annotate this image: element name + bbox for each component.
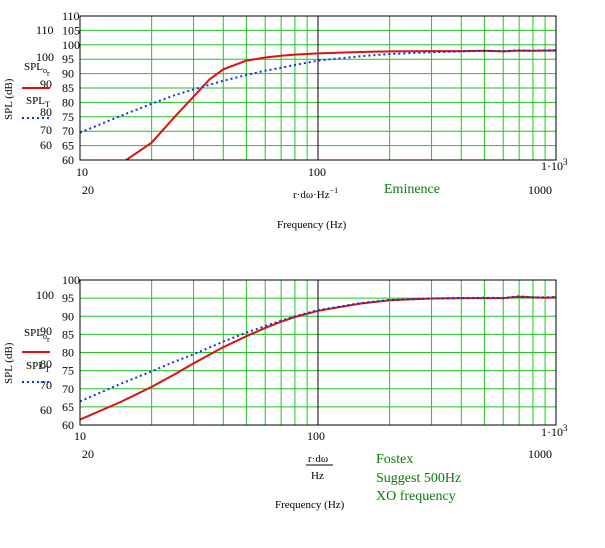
top-left-y-label-5: 60 <box>40 138 52 152</box>
bottom-x-tick-1e3: 1·103 <box>541 423 568 439</box>
top-series-group <box>80 49 556 160</box>
top-left-y-label-3: 80 <box>40 105 52 119</box>
bottom-x-tick-20: 20 <box>82 447 94 461</box>
bottom-left-y-label-3: 70 <box>40 378 52 392</box>
top-y-axis-title: SPL (dB) <box>3 78 15 120</box>
bottom-legend-label-splt: SPLT <box>26 360 50 374</box>
bottom-left-y-label-4: 60 <box>40 403 52 417</box>
bottom-y-tick-label: 90 <box>62 309 74 323</box>
top-x-tick-20: 20 <box>82 183 94 197</box>
bottom-annotation-line-1: Suggest 500Hz <box>376 471 461 486</box>
top-y-tick-label: 100 <box>62 38 80 52</box>
top-left-y-label-0: 110 <box>36 23 54 37</box>
bottom-y-tick-label: 60 <box>62 418 74 432</box>
top-x-tick-1000: 1000 <box>528 183 552 197</box>
bottom-left-y-label-0: 100 <box>36 288 54 302</box>
bottom-legend-label-splor: SPLor <box>24 327 50 344</box>
bottom-y-tick-label: 100 <box>62 273 80 287</box>
bottom-left-y-label-2: 80 <box>40 357 52 371</box>
top-y-tick-label: 65 <box>62 139 74 153</box>
bottom-y-tick-label: 65 <box>62 400 74 414</box>
top-y-tick-label: 110 <box>62 9 80 23</box>
top-grid <box>80 16 556 160</box>
top-y-tick-label: 85 <box>62 81 74 95</box>
bottom-x-expression: r·dω Hz <box>306 453 333 482</box>
top-legend-label-splt: SPLT <box>26 95 50 109</box>
top-y-tick-label: 105 <box>62 23 80 37</box>
bottom-y-tick-label: 70 <box>62 382 74 396</box>
bottom-x-expression-denominator: Hz <box>311 470 324 482</box>
top-x-tick-1e3: 1·103 <box>541 157 568 173</box>
top-x-expression: r·dω·Hz−1 <box>293 186 338 201</box>
top-left-y-label-1: 100 <box>36 50 54 64</box>
bottom-x-tick-100: 100 <box>307 429 325 443</box>
bottom-x-expression-numerator: r·dω <box>308 453 328 465</box>
bottom-plot-frame <box>79 279 557 426</box>
top-x-tick-100: 100 <box>308 165 326 179</box>
bottom-left-y-label-1: 90 <box>40 324 52 338</box>
top-y-tick-label: 60 <box>62 153 74 167</box>
top-annotation-line-0: Eminence <box>384 182 440 197</box>
bottom-y-tick-label: 85 <box>62 327 74 341</box>
top-legend-label-splor: SPLor <box>24 61 50 78</box>
bottom-y-tick-label: 75 <box>62 364 74 378</box>
top-x-axis-title: Frequency (Hz) <box>277 219 347 231</box>
top-y-tick-label: 90 <box>62 67 74 81</box>
top-left-y-label-4: 70 <box>40 123 52 137</box>
bottom-series-group <box>80 295 556 421</box>
bottom-annotation-line-0: Fostex <box>376 452 413 467</box>
bottom-chart: 100 95 90 85 80 75 70 65 60 100 90 80 70 60 SPL … <box>3 273 568 511</box>
bottom-x-tick-1000: 1000 <box>528 447 552 461</box>
top-plot-frame <box>79 15 557 161</box>
bottom-annotation-line-2: XO frequency <box>376 489 456 504</box>
top-x-tick-10: 10 <box>76 165 88 179</box>
bottom-y-tick-label: 95 <box>62 291 74 305</box>
bottom-series-splt <box>80 295 556 403</box>
top-y-tick-label: 95 <box>62 52 74 66</box>
bottom-y-tick-labels: 100 95 90 85 80 75 70 65 60 <box>62 273 80 432</box>
bottom-y-axis-title: SPL (dB) <box>3 342 15 384</box>
bottom-legend: SPLor SPLT <box>22 327 50 383</box>
bottom-x-axis-title: Frequency (Hz) <box>275 499 345 511</box>
top-y-tick-label: 70 <box>62 124 74 138</box>
top-series-splt <box>80 49 556 134</box>
top-y-tick-label: 75 <box>62 110 74 124</box>
bottom-grid <box>80 280 556 425</box>
bottom-y-tick-label: 80 <box>62 346 74 360</box>
top-legend: SPLor SPLT <box>22 61 50 119</box>
top-y-tick-label: 80 <box>62 95 74 109</box>
bottom-x-tick-10: 10 <box>74 429 86 443</box>
